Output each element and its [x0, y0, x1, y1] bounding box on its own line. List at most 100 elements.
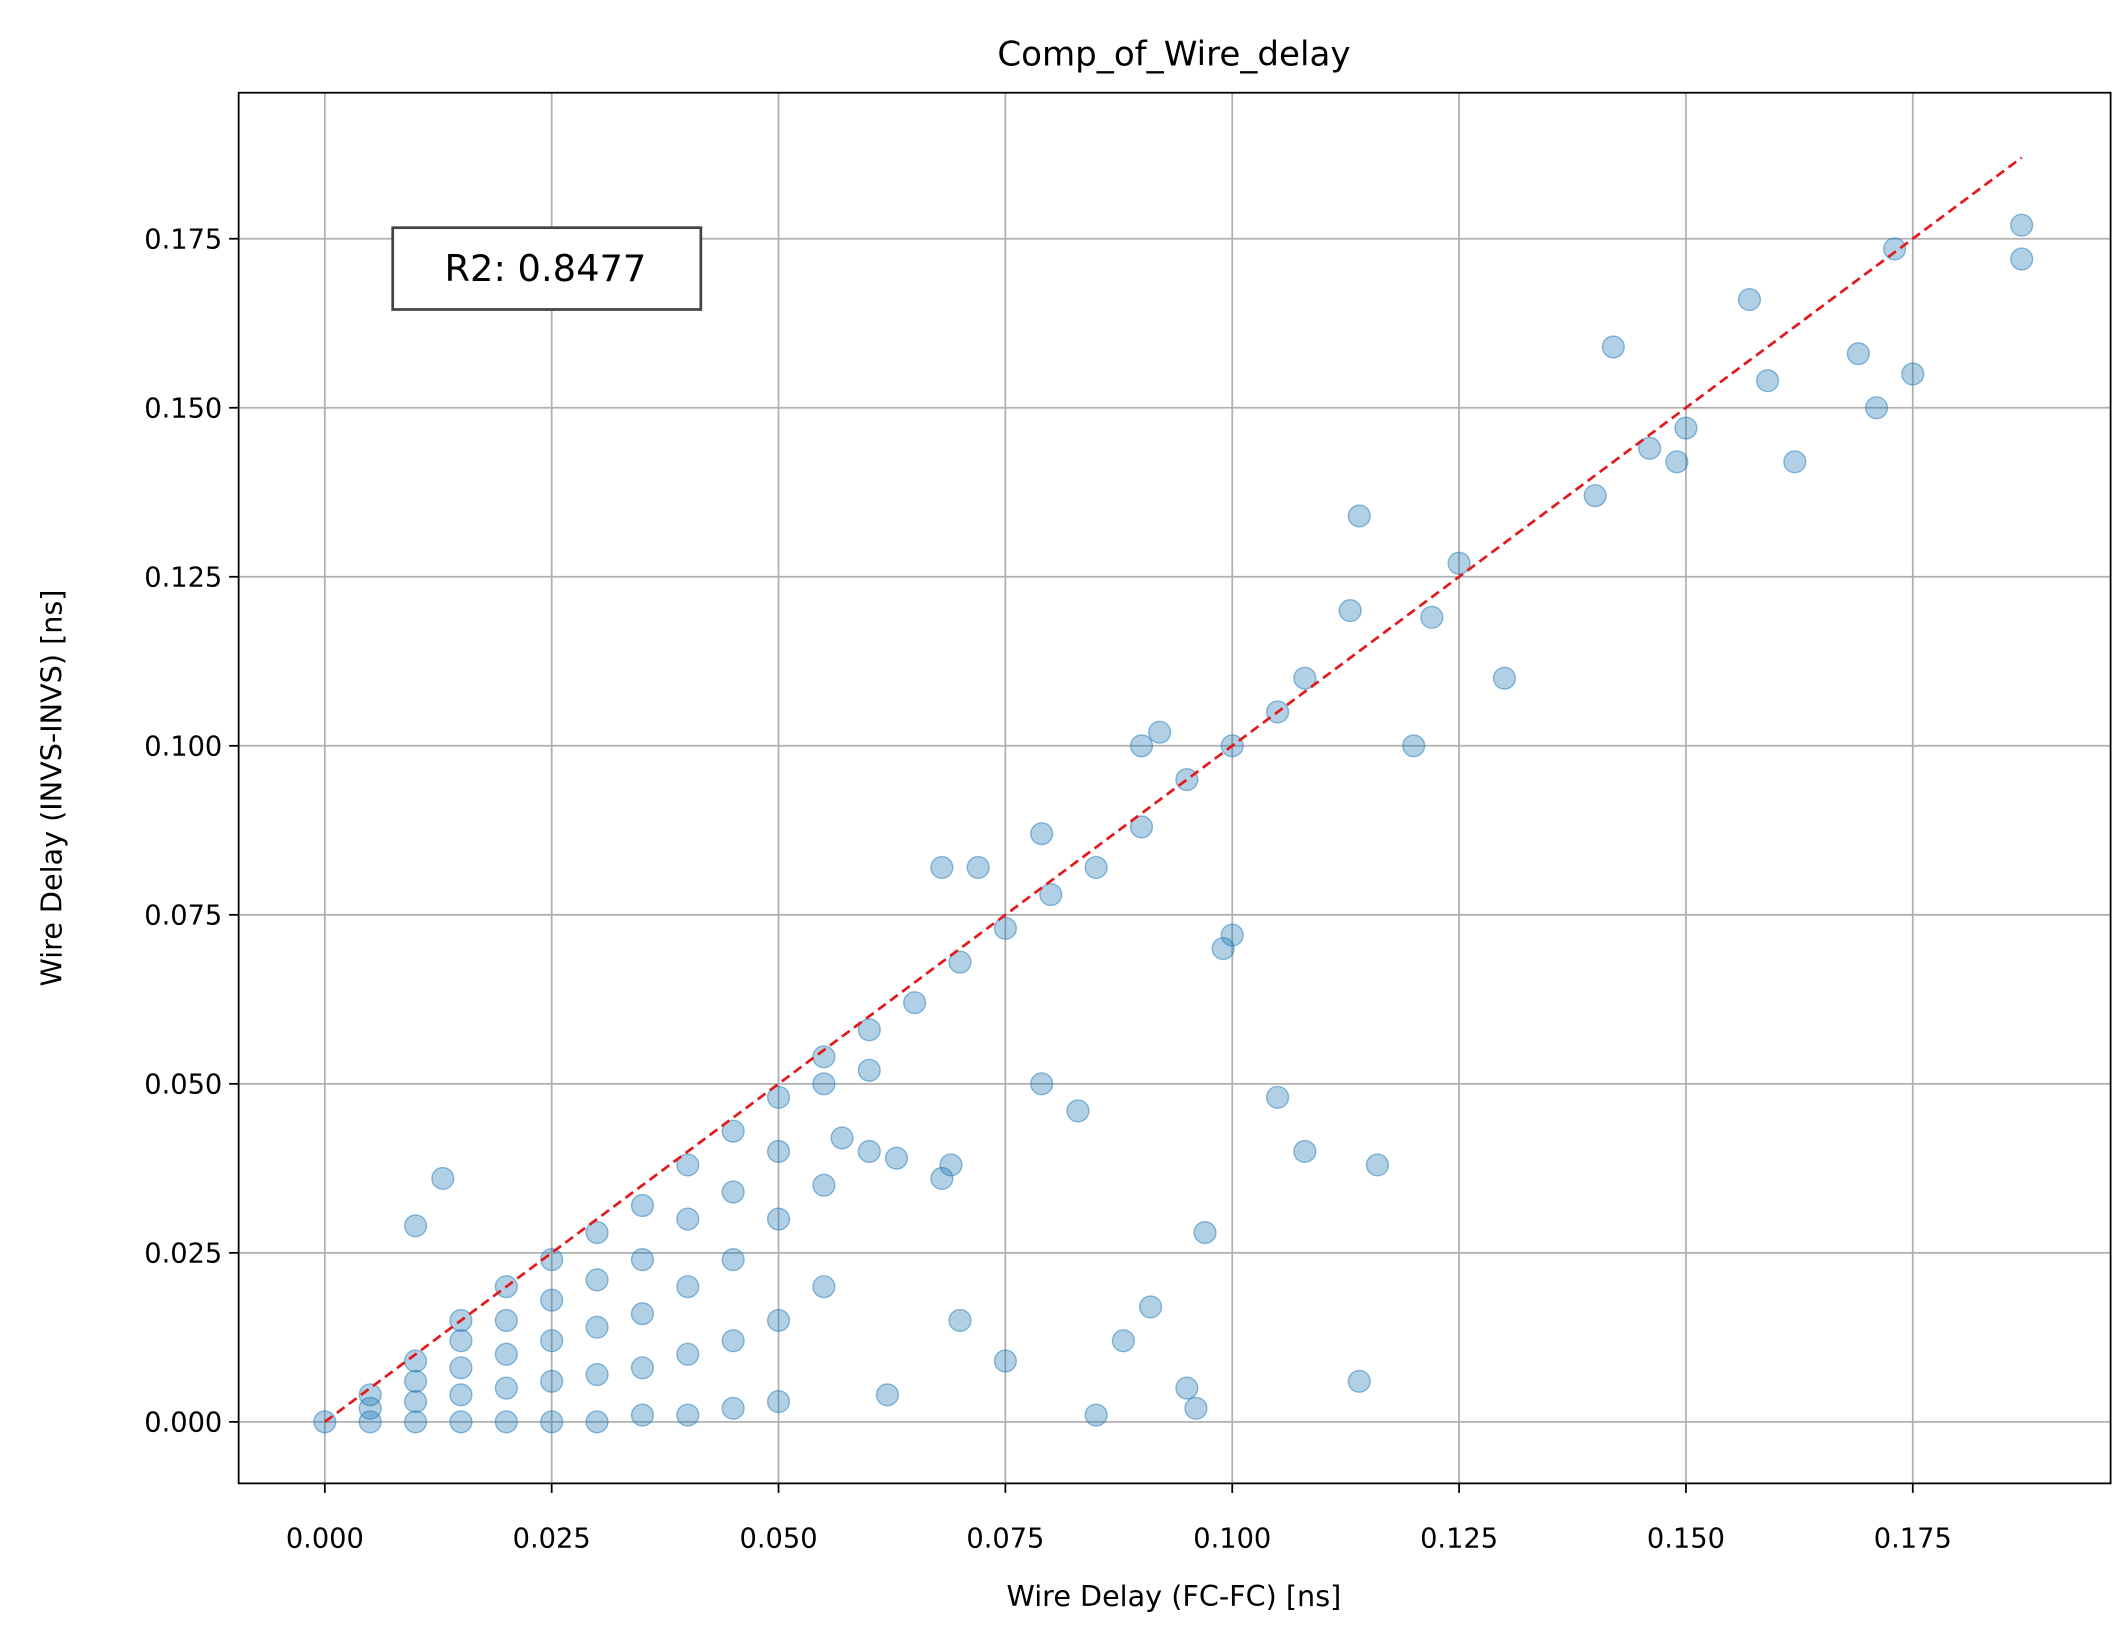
x-tick-label: 0.025 — [513, 1523, 591, 1554]
point — [676, 1207, 700, 1231]
point — [766, 1085, 791, 1109]
point — [875, 1383, 900, 1407]
point — [449, 1383, 473, 1407]
point — [1402, 734, 1426, 758]
point — [930, 1166, 954, 1191]
point — [993, 1349, 1017, 1373]
point — [1347, 504, 1371, 528]
point — [540, 1329, 564, 1353]
point — [1365, 1153, 1390, 1177]
point — [494, 1376, 518, 1400]
point — [1846, 342, 1870, 366]
point — [1901, 362, 1925, 386]
grid — [238, 92, 2111, 1484]
axes-frame — [237, 91, 2112, 1485]
point — [766, 1139, 791, 1164]
chart-title: Comp_of_Wire_delay — [997, 34, 1350, 74]
y-tick-label: 0.100 — [144, 731, 222, 762]
point — [766, 1308, 791, 1333]
point — [630, 1193, 655, 1218]
point — [676, 1275, 700, 1299]
point — [585, 1315, 609, 1339]
x-tick-label: 0.150 — [1647, 1523, 1725, 1554]
point — [676, 1153, 700, 1177]
point — [676, 1403, 700, 1427]
point — [1864, 396, 1889, 420]
point — [2010, 213, 2034, 237]
y-axis-label: Wire Delay (INVS-INVS) [ns] — [34, 590, 68, 987]
point — [1447, 551, 1471, 575]
x-axis-label: Wire Delay (FC-FC) [ns] — [1007, 1579, 1342, 1613]
point — [2010, 247, 2034, 271]
point — [939, 1153, 963, 1177]
point — [930, 855, 954, 880]
point — [812, 1275, 836, 1299]
point — [1420, 605, 1444, 629]
point — [403, 1349, 428, 1373]
point — [403, 1389, 428, 1414]
point — [630, 1403, 655, 1427]
point — [1665, 450, 1689, 474]
point — [812, 1173, 836, 1197]
point — [313, 1410, 337, 1434]
point — [966, 855, 990, 880]
point — [721, 1396, 745, 1420]
point — [721, 1180, 745, 1204]
point — [830, 1126, 854, 1150]
y-tick-label: 0.125 — [144, 562, 222, 593]
point — [1039, 882, 1063, 907]
point — [884, 1146, 909, 1170]
point — [1084, 1403, 1108, 1427]
point — [1783, 450, 1807, 474]
point — [585, 1362, 609, 1387]
point — [630, 1302, 655, 1326]
point — [585, 1410, 609, 1434]
point — [1338, 598, 1362, 623]
y-tick-label: 0.000 — [144, 1407, 222, 1438]
y-tick-label: 0.175 — [144, 224, 222, 255]
point — [403, 1410, 428, 1434]
point — [1129, 734, 1154, 758]
point — [449, 1329, 473, 1353]
point — [630, 1248, 655, 1272]
x-tick-label: 0.050 — [740, 1523, 818, 1554]
point — [494, 1410, 518, 1434]
point — [857, 1139, 881, 1164]
point — [1066, 1099, 1090, 1123]
point — [358, 1383, 382, 1407]
annotation: R2: 0.8477 — [444, 247, 646, 290]
points — [313, 213, 2034, 1434]
point — [1129, 815, 1154, 839]
x-tick-label: 0.000 — [286, 1523, 364, 1554]
point — [676, 1342, 700, 1366]
point — [1293, 1139, 1317, 1164]
point — [766, 1389, 791, 1414]
point — [494, 1342, 518, 1366]
point — [721, 1329, 745, 1353]
annotation-box — [391, 226, 703, 311]
point — [1084, 855, 1108, 880]
point — [1148, 720, 1172, 744]
point — [403, 1369, 428, 1393]
point — [540, 1288, 564, 1312]
point — [993, 916, 1017, 940]
point — [1492, 666, 1517, 690]
y-tick-label: 0.025 — [144, 1238, 222, 1269]
y-tick-label: 0.150 — [144, 393, 222, 424]
point — [1347, 1369, 1371, 1393]
point — [1737, 288, 1762, 312]
x-tick-label: 0.175 — [1874, 1523, 1952, 1554]
point — [358, 1410, 382, 1434]
point — [1756, 369, 1780, 393]
y-tick-label: 0.075 — [144, 900, 222, 931]
x-tick-label: 0.075 — [966, 1523, 1044, 1554]
point — [1583, 484, 1607, 508]
x-tick-label: 0.125 — [1420, 1523, 1498, 1554]
point — [1293, 666, 1317, 690]
point — [403, 1214, 428, 1238]
point — [1193, 1220, 1217, 1245]
point — [812, 1072, 836, 1096]
point — [1030, 1072, 1054, 1096]
